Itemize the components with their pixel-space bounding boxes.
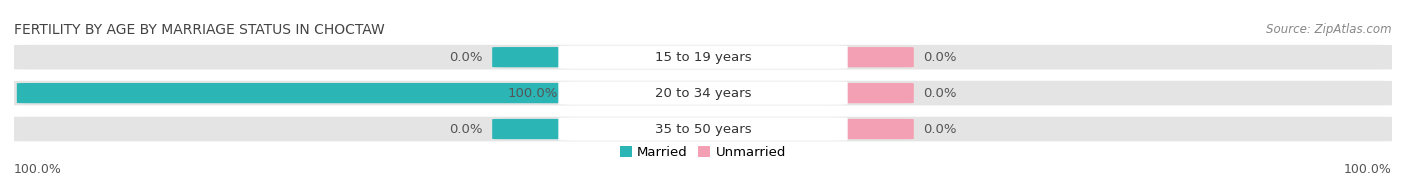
FancyBboxPatch shape (11, 80, 1395, 106)
Text: 0.0%: 0.0% (449, 122, 482, 135)
Legend: Married, Unmarried: Married, Unmarried (614, 141, 792, 164)
Text: 100.0%: 100.0% (1344, 163, 1392, 176)
Text: Source: ZipAtlas.com: Source: ZipAtlas.com (1267, 23, 1392, 36)
FancyBboxPatch shape (492, 119, 591, 139)
FancyBboxPatch shape (558, 45, 848, 69)
FancyBboxPatch shape (558, 117, 848, 141)
FancyBboxPatch shape (11, 44, 1395, 71)
Text: 100.0%: 100.0% (14, 163, 62, 176)
Text: 35 to 50 years: 35 to 50 years (655, 122, 751, 135)
Text: 0.0%: 0.0% (924, 51, 957, 64)
Text: 100.0%: 100.0% (508, 87, 558, 100)
FancyBboxPatch shape (492, 47, 591, 67)
FancyBboxPatch shape (815, 119, 914, 139)
FancyBboxPatch shape (815, 47, 914, 67)
Text: 0.0%: 0.0% (924, 122, 957, 135)
FancyBboxPatch shape (815, 83, 914, 103)
Text: 15 to 19 years: 15 to 19 years (655, 51, 751, 64)
Text: 20 to 34 years: 20 to 34 years (655, 87, 751, 100)
FancyBboxPatch shape (17, 83, 591, 103)
Text: 0.0%: 0.0% (924, 87, 957, 100)
Text: 0.0%: 0.0% (449, 51, 482, 64)
FancyBboxPatch shape (558, 81, 848, 105)
Text: FERTILITY BY AGE BY MARRIAGE STATUS IN CHOCTAW: FERTILITY BY AGE BY MARRIAGE STATUS IN C… (14, 23, 385, 37)
FancyBboxPatch shape (11, 116, 1395, 142)
